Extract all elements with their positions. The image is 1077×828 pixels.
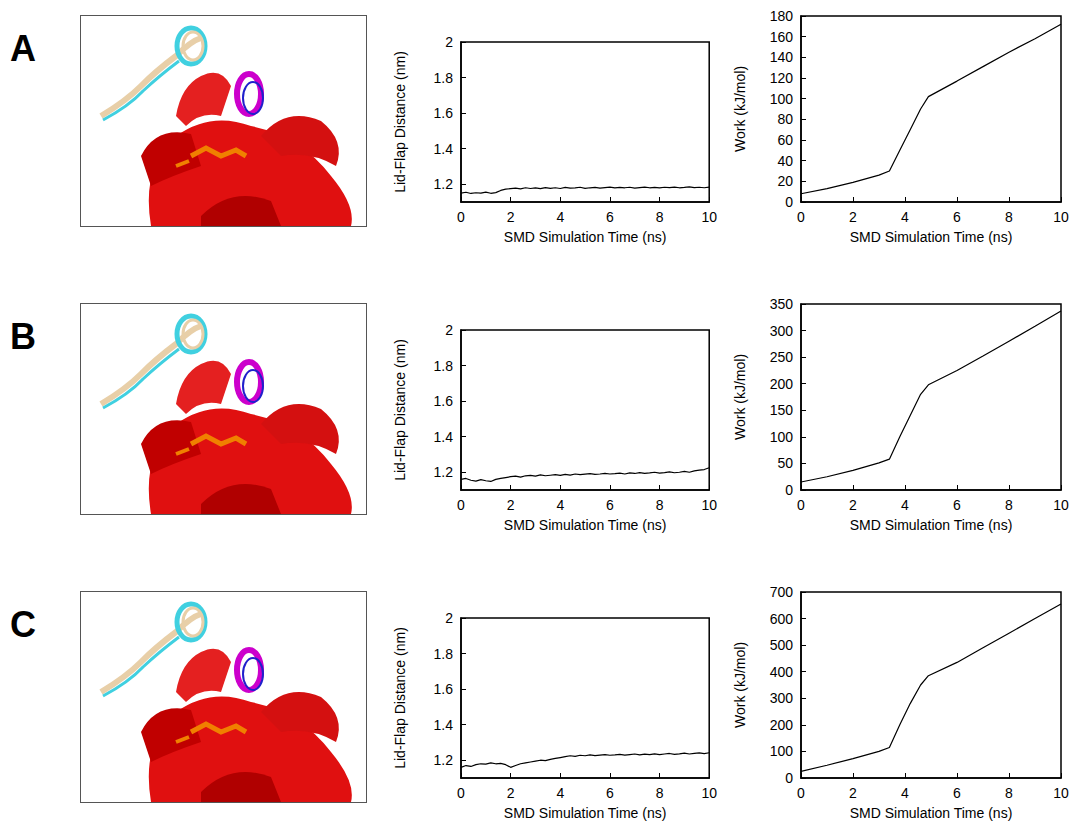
svg-text:SMD Simulation Time (ns): SMD Simulation Time (ns)	[850, 805, 1013, 821]
svg-text:1.4: 1.4	[434, 429, 454, 445]
svg-text:4: 4	[901, 209, 909, 225]
svg-text:10: 10	[1053, 209, 1069, 225]
svg-text:8: 8	[1005, 497, 1013, 513]
svg-text:SMD Simulation Time (ns): SMD Simulation Time (ns)	[504, 229, 667, 245]
svg-text:2: 2	[507, 785, 515, 801]
svg-text:0: 0	[797, 785, 805, 801]
svg-text:SMD Simulation Time (ns): SMD Simulation Time (ns)	[504, 805, 667, 821]
svg-text:1.2: 1.2	[434, 176, 454, 192]
html-text:B: B	[10, 316, 36, 357]
svg-text:200: 200	[770, 376, 794, 392]
svg-text:1.8: 1.8	[434, 70, 454, 86]
svg-text:Work (kJ/mol): Work (kJ/mol)	[732, 66, 748, 152]
svg-text:0: 0	[457, 497, 465, 513]
svg-text:1.6: 1.6	[434, 681, 454, 697]
svg-text:100: 100	[770, 91, 794, 107]
svg-text:Work (kJ/mol): Work (kJ/mol)	[732, 354, 748, 440]
svg-text:6: 6	[606, 209, 614, 225]
svg-text:SMD Simulation Time (ns): SMD Simulation Time (ns)	[504, 517, 667, 533]
svg-text:10: 10	[1053, 785, 1069, 801]
svg-text:1.4: 1.4	[434, 717, 454, 733]
svg-text:8: 8	[656, 785, 664, 801]
svg-text:300: 300	[770, 690, 794, 706]
svg-text:2: 2	[445, 610, 453, 626]
svg-text:0: 0	[797, 209, 805, 225]
svg-text:160: 160	[770, 29, 794, 45]
svg-text:120: 120	[770, 70, 794, 86]
svg-text:1.2: 1.2	[434, 752, 454, 768]
svg-text:SMD Simulation Time (ns): SMD Simulation Time (ns)	[850, 517, 1013, 533]
svg-text:0: 0	[797, 497, 805, 513]
svg-text:2: 2	[849, 497, 857, 513]
svg-text:1.4: 1.4	[434, 141, 454, 157]
svg-text:1.6: 1.6	[434, 105, 454, 121]
svg-text:300: 300	[770, 323, 794, 339]
svg-text:6: 6	[606, 785, 614, 801]
svg-text:500: 500	[770, 637, 794, 653]
svg-text:40: 40	[777, 153, 793, 169]
svg-text:180: 180	[770, 8, 794, 24]
html-text:A: A	[10, 28, 36, 69]
svg-text:4: 4	[901, 497, 909, 513]
svg-text:10: 10	[701, 497, 717, 513]
svg-text:8: 8	[1005, 785, 1013, 801]
svg-text:0: 0	[457, 785, 465, 801]
html-text:C: C	[10, 604, 36, 645]
svg-text:0: 0	[457, 209, 465, 225]
svg-text:Lid-Flap Distance (nm): Lid-Flap Distance (nm)	[392, 339, 408, 481]
svg-text:80: 80	[777, 111, 793, 127]
svg-text:4: 4	[556, 785, 564, 801]
svg-text:SMD Simulation Time (ns): SMD Simulation Time (ns)	[850, 229, 1013, 245]
svg-text:2: 2	[445, 34, 453, 50]
svg-text:0: 0	[785, 770, 793, 786]
svg-text:8: 8	[1005, 209, 1013, 225]
svg-text:4: 4	[901, 785, 909, 801]
svg-text:6: 6	[953, 497, 961, 513]
svg-text:4: 4	[556, 497, 564, 513]
svg-text:2: 2	[445, 322, 453, 338]
svg-text:140: 140	[770, 49, 794, 65]
svg-text:8: 8	[656, 209, 664, 225]
svg-text:1.2: 1.2	[434, 464, 454, 480]
svg-text:10: 10	[1053, 497, 1069, 513]
svg-text:4: 4	[556, 209, 564, 225]
svg-text:250: 250	[770, 349, 794, 365]
svg-text:2: 2	[507, 497, 515, 513]
svg-text:100: 100	[770, 429, 794, 445]
svg-text:400: 400	[770, 664, 794, 680]
svg-text:1.8: 1.8	[434, 358, 454, 374]
svg-text:2: 2	[849, 209, 857, 225]
svg-text:60: 60	[777, 132, 793, 148]
svg-text:600: 600	[770, 611, 794, 627]
svg-text:Lid-Flap Distance (nm): Lid-Flap Distance (nm)	[392, 51, 408, 193]
svg-text:1.6: 1.6	[434, 393, 454, 409]
svg-text:2: 2	[507, 209, 515, 225]
svg-text:Lid-Flap Distance (nm): Lid-Flap Distance (nm)	[392, 627, 408, 769]
svg-text:6: 6	[953, 785, 961, 801]
svg-text:700: 700	[770, 584, 794, 600]
svg-text:8: 8	[656, 497, 664, 513]
svg-text:100: 100	[770, 743, 794, 759]
svg-text:6: 6	[606, 497, 614, 513]
svg-text:0: 0	[785, 482, 793, 498]
svg-text:200: 200	[770, 717, 794, 733]
svg-text:0: 0	[785, 194, 793, 210]
svg-text:350: 350	[770, 296, 794, 312]
svg-text:20: 20	[777, 173, 793, 189]
svg-text:6: 6	[953, 209, 961, 225]
svg-text:50: 50	[777, 455, 793, 471]
svg-text:150: 150	[770, 402, 794, 418]
svg-text:10: 10	[701, 785, 717, 801]
svg-text:Work (kJ/mol): Work (kJ/mol)	[732, 642, 748, 728]
svg-text:1.8: 1.8	[434, 646, 454, 662]
svg-text:2: 2	[849, 785, 857, 801]
svg-text:10: 10	[701, 209, 717, 225]
